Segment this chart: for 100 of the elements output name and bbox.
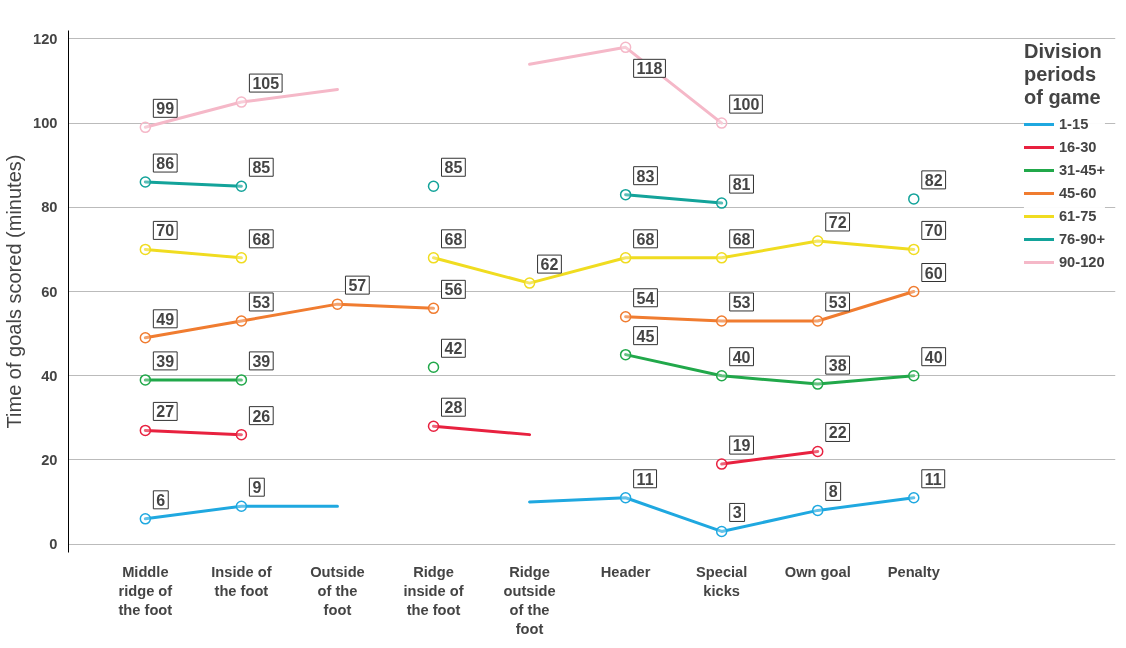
x-tick-label: Header bbox=[600, 563, 651, 580]
x-tick-label: Own goal bbox=[784, 563, 851, 580]
data-label: 11 bbox=[924, 470, 942, 488]
data-label: 40 bbox=[924, 348, 943, 366]
data-label: 19 bbox=[732, 437, 751, 455]
data-label: 9 bbox=[252, 479, 262, 497]
data-label: 68 bbox=[636, 230, 655, 248]
point bbox=[908, 285, 920, 298]
data-label: 11 bbox=[636, 470, 654, 488]
y-tick-label: 80 bbox=[41, 199, 58, 216]
y-tick-label: 120 bbox=[33, 30, 58, 47]
point bbox=[427, 420, 440, 432]
y-tick-label: 60 bbox=[41, 283, 58, 300]
point bbox=[908, 243, 920, 256]
point bbox=[619, 311, 632, 323]
point bbox=[619, 492, 632, 504]
data-label: 70 bbox=[924, 222, 943, 240]
legend-label: 45-60 bbox=[1058, 185, 1097, 201]
point bbox=[715, 525, 728, 538]
data-label: 42 bbox=[444, 340, 463, 358]
point bbox=[427, 302, 440, 315]
data-label: 81 bbox=[732, 176, 751, 194]
data-label: 53 bbox=[828, 293, 847, 311]
data-label: 83 bbox=[636, 167, 655, 185]
x-tick-label: Outside of the foot bbox=[310, 563, 365, 618]
data-label: 8 bbox=[828, 483, 838, 501]
legend-label: 76-90+ bbox=[1058, 231, 1105, 247]
point bbox=[811, 315, 824, 327]
point bbox=[715, 252, 728, 264]
legend-label: 1-15 bbox=[1058, 116, 1089, 132]
point bbox=[715, 117, 728, 129]
point bbox=[427, 361, 440, 374]
x-tick-label: Special kicks bbox=[696, 563, 748, 599]
x-tick-label: Middle ridge of the foot bbox=[118, 563, 173, 618]
data-label: 39 bbox=[252, 352, 271, 370]
point bbox=[811, 445, 824, 458]
point bbox=[619, 188, 632, 201]
point bbox=[235, 428, 248, 441]
data-label: 100 bbox=[732, 96, 760, 114]
point bbox=[139, 332, 152, 344]
data-label: 53 bbox=[252, 293, 271, 311]
legend-label: 31-45+ bbox=[1058, 162, 1105, 178]
data-label: 105 bbox=[252, 75, 280, 93]
data-label: 70 bbox=[156, 222, 175, 240]
data-label: 68 bbox=[444, 230, 463, 248]
point bbox=[139, 121, 152, 134]
point bbox=[715, 315, 728, 327]
legend-title: Division periods of game bbox=[1023, 40, 1103, 109]
point bbox=[235, 96, 248, 108]
point bbox=[235, 500, 248, 512]
point bbox=[427, 180, 440, 192]
point bbox=[908, 492, 920, 504]
point bbox=[139, 424, 152, 437]
legend-label: 90-120 bbox=[1058, 254, 1105, 270]
data-label: 53 bbox=[732, 293, 751, 311]
data-label: 45 bbox=[636, 327, 655, 345]
data-label: 57 bbox=[348, 277, 367, 295]
point bbox=[427, 252, 440, 264]
data-label: 54 bbox=[636, 289, 655, 307]
data-label: 99 bbox=[156, 100, 175, 118]
data-label: 68 bbox=[252, 230, 271, 248]
y-tick-label: 20 bbox=[41, 451, 58, 468]
legend-label: 61-75 bbox=[1058, 208, 1097, 224]
point bbox=[811, 378, 824, 390]
legend-label: 16-30 bbox=[1058, 139, 1097, 155]
point bbox=[235, 374, 248, 386]
data-label: 22 bbox=[828, 424, 847, 442]
data-label: 6 bbox=[156, 491, 166, 509]
y-tick-label: 0 bbox=[49, 536, 58, 553]
data-label: 38 bbox=[828, 357, 847, 375]
point bbox=[523, 277, 536, 289]
data-label: 26 bbox=[252, 407, 271, 425]
data-label: 86 bbox=[156, 155, 175, 173]
point bbox=[811, 235, 824, 247]
point bbox=[908, 369, 920, 382]
x-tick-label: Ridge inside of the foot bbox=[403, 563, 464, 618]
data-label: 28 bbox=[444, 399, 463, 417]
data-label: 118 bbox=[636, 60, 663, 78]
point bbox=[235, 315, 248, 327]
data-label: 49 bbox=[156, 310, 175, 328]
point bbox=[139, 243, 152, 256]
data-label: 39 bbox=[156, 352, 175, 370]
point bbox=[619, 41, 632, 54]
data-label: 85 bbox=[444, 159, 463, 177]
y-axis-title: Time of goals scored (minutes) bbox=[3, 154, 26, 429]
x-tick-label: Penalty bbox=[887, 563, 941, 580]
point bbox=[715, 458, 728, 470]
data-label: 82 bbox=[924, 171, 943, 189]
data-label: 27 bbox=[156, 403, 175, 421]
point bbox=[619, 252, 632, 264]
point bbox=[139, 176, 152, 188]
y-tick-label: 40 bbox=[41, 367, 58, 384]
point bbox=[619, 348, 632, 361]
data-label: 68 bbox=[732, 230, 751, 248]
data-label: 60 bbox=[924, 264, 943, 282]
data-label: 56 bbox=[444, 281, 463, 299]
data-label: 85 bbox=[252, 159, 271, 177]
y-tick-label: 100 bbox=[33, 115, 58, 132]
data-label: 72 bbox=[828, 213, 847, 231]
data-label: 40 bbox=[732, 348, 751, 366]
